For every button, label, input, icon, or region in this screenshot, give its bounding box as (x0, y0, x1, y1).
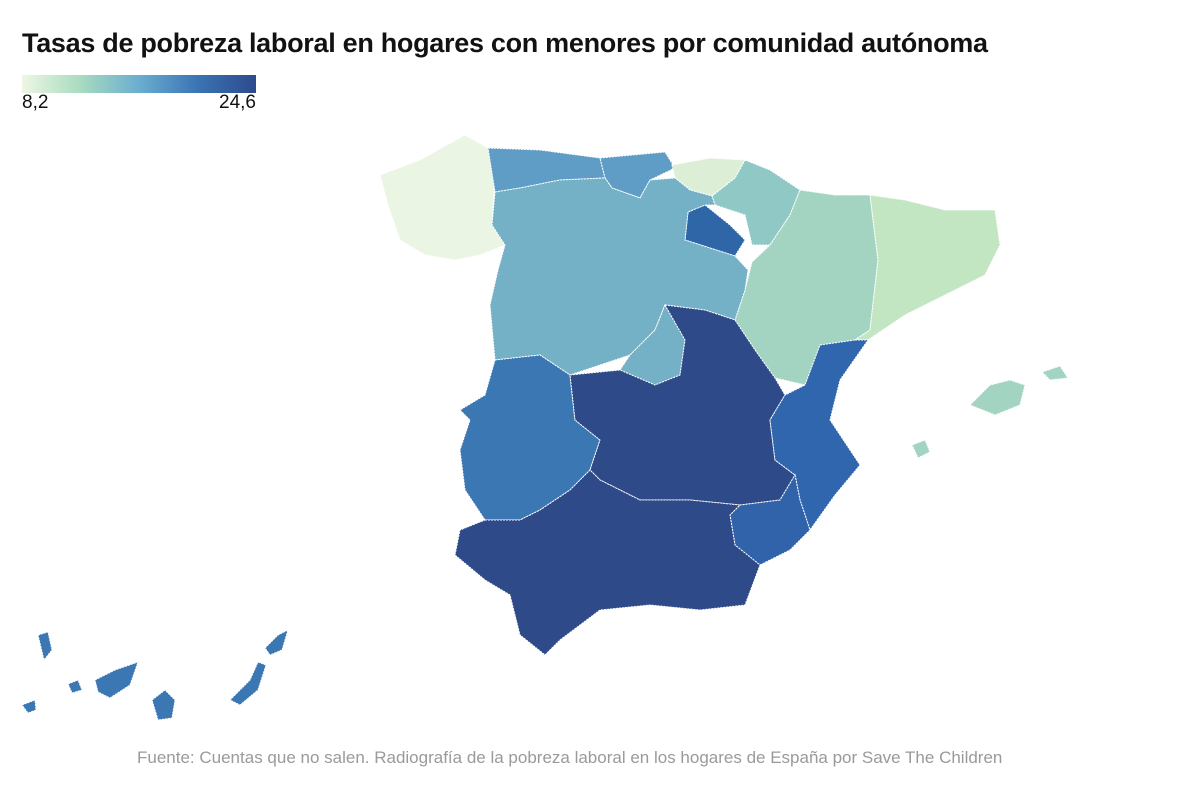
region-navarra[interactable] (711, 159, 801, 246)
region-la-rioja[interactable] (684, 204, 746, 257)
region-cataluna[interactable] (853, 194, 1001, 341)
legend-min-label: 8,2 (22, 92, 49, 113)
chart-title: Tasas de pobreza laboral en hogares con … (22, 28, 988, 58)
region-canarias-tenerife[interactable] (94, 661, 139, 699)
region-canarias-la-gomera[interactable] (67, 679, 83, 694)
region-canarias-gran-canaria[interactable] (151, 689, 176, 721)
region-canarias-lanzarote[interactable] (264, 629, 289, 656)
region-galicia[interactable] (379, 134, 506, 261)
region-andalucia[interactable] (454, 469, 761, 656)
color-legend: 8,2 24,6 (22, 75, 256, 114)
region-murcia[interactable] (729, 473, 811, 566)
legend-gradient (22, 75, 256, 93)
region-baleares-ibiza[interactable] (911, 439, 931, 459)
region-canarias-la-palma[interactable] (37, 631, 53, 662)
source-note: Fuente: Cuentas que no salen. Radiografí… (137, 748, 1003, 767)
legend-max-label: 24,6 (219, 92, 256, 113)
region-baleares-menorca[interactable] (1041, 365, 1069, 381)
region-baleares[interactable] (969, 379, 1026, 416)
region-canarias-el-hierro[interactable] (21, 699, 37, 714)
region-cantabria[interactable] (599, 151, 676, 199)
region-canarias-fuerteventura[interactable] (229, 661, 267, 706)
